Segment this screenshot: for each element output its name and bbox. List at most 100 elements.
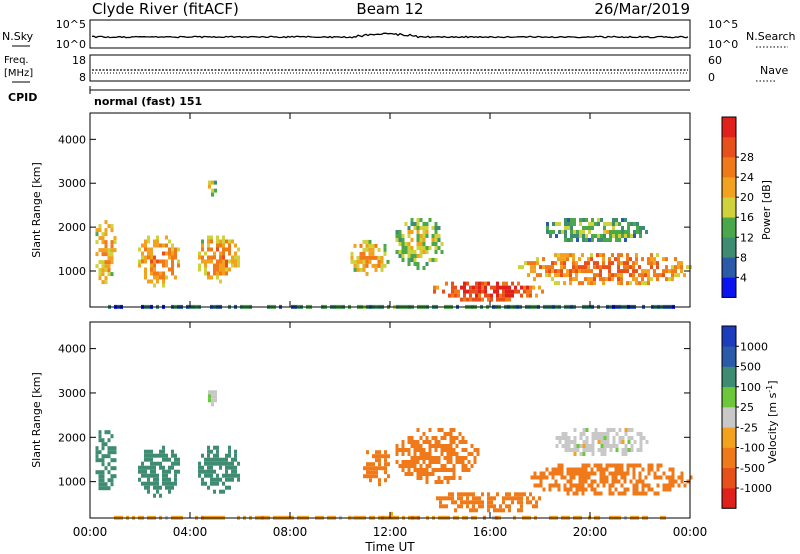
data-cell — [558, 436, 562, 440]
data-cell — [401, 258, 405, 262]
data-cell — [591, 218, 594, 222]
data-cell — [159, 465, 162, 470]
colorbar-tick-label: 25 — [740, 401, 754, 414]
data-cell — [440, 480, 444, 484]
data-cell — [437, 440, 441, 444]
data-cell — [668, 277, 671, 282]
data-cell — [636, 230, 639, 234]
data-cell — [618, 238, 621, 242]
data-cell — [395, 460, 399, 464]
data-cell — [213, 263, 216, 268]
data-cell — [532, 496, 535, 501]
data-cell — [201, 247, 204, 252]
data-cell — [222, 255, 225, 260]
data-cell — [466, 289, 469, 294]
data-cell — [481, 504, 484, 509]
data-cell — [147, 255, 150, 260]
data-cell — [419, 254, 423, 258]
data-cell — [428, 444, 432, 448]
data-cell — [156, 481, 159, 486]
data-cell — [174, 469, 177, 474]
data-cell — [150, 255, 153, 260]
data-cell — [171, 267, 174, 272]
data-cell — [207, 239, 210, 244]
data-cell — [566, 273, 569, 278]
data-cell — [95, 446, 99, 451]
data-cell — [642, 226, 645, 230]
data-cell — [353, 267, 357, 272]
data-cell — [110, 240, 114, 245]
data-cell — [107, 462, 111, 467]
data-cell — [451, 285, 454, 290]
data-cell — [359, 243, 363, 248]
data-cell — [213, 481, 216, 486]
data-cell — [204, 457, 207, 462]
data-cell — [371, 247, 375, 252]
data-cell — [144, 457, 147, 462]
data-cell — [384, 450, 387, 455]
data-cell — [557, 487, 561, 492]
data-cell — [532, 504, 535, 509]
data-cell — [650, 277, 653, 282]
data-cell — [606, 436, 610, 440]
data-cell — [378, 454, 381, 459]
data-cell — [451, 281, 454, 286]
data-cell — [627, 230, 630, 234]
data-cell — [436, 496, 439, 501]
data-cell — [633, 230, 636, 234]
data-cell — [615, 432, 619, 436]
data-cell — [401, 250, 405, 254]
data-cell — [647, 273, 650, 278]
y-tick-label: 4000 — [58, 343, 86, 356]
data-cell — [425, 480, 429, 484]
data-cell — [680, 265, 683, 270]
data-cell — [502, 500, 505, 505]
data-cell — [454, 285, 457, 290]
data-cell — [639, 436, 643, 440]
data-cell — [419, 468, 423, 472]
data-cell — [410, 246, 414, 250]
data-cell — [174, 473, 177, 478]
data-cell — [594, 436, 598, 440]
data-cell — [443, 432, 447, 436]
power-data — [95, 180, 692, 309]
data-cell — [177, 457, 180, 462]
data-cell — [413, 464, 417, 468]
data-cell — [219, 489, 222, 494]
data-cell — [407, 460, 411, 464]
data-cell — [511, 293, 514, 298]
colorbar-swatch — [722, 326, 736, 347]
data-cell — [508, 492, 511, 497]
data-cell — [428, 456, 432, 460]
data-cell — [446, 456, 450, 460]
data-cell — [110, 466, 114, 471]
data-cell — [368, 247, 372, 252]
data-cell — [557, 471, 561, 476]
data-cell — [639, 226, 642, 230]
freq-label: Freq. — [4, 55, 29, 66]
data-cell — [470, 452, 474, 456]
data-cell — [174, 457, 177, 462]
data-cell — [632, 475, 636, 480]
data-cell — [449, 456, 453, 460]
data-cell — [603, 238, 606, 242]
data-cell — [174, 247, 177, 252]
data-cell — [539, 265, 542, 270]
data-cell — [585, 448, 589, 452]
data-cell — [639, 432, 643, 436]
data-cell — [567, 226, 570, 230]
data-cell — [150, 267, 153, 272]
data-cell — [452, 436, 456, 440]
data-cell — [563, 261, 566, 266]
data-cell — [590, 281, 593, 286]
data-cell — [632, 269, 635, 274]
data-cell — [611, 483, 615, 488]
data-cell — [621, 440, 625, 444]
data-cell — [585, 238, 588, 242]
data-cell — [104, 248, 108, 253]
data-cell — [425, 262, 429, 266]
data-cell — [144, 275, 147, 280]
freq-unit: [MHz] — [4, 68, 33, 79]
data-cell — [624, 230, 627, 234]
data-cell — [502, 285, 505, 290]
